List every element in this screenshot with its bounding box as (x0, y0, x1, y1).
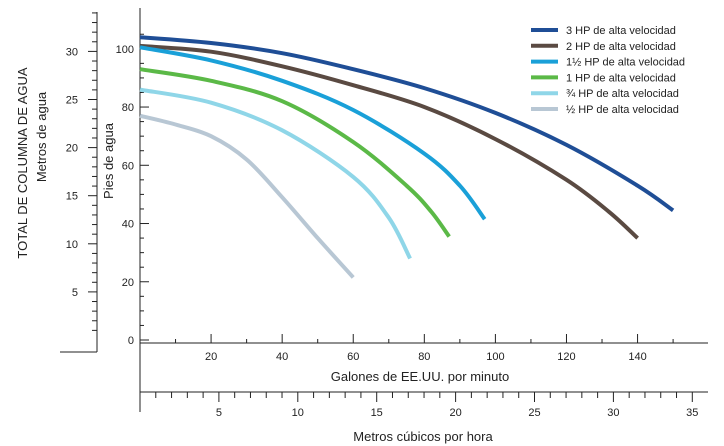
x-secondary-tick-label: 10 (292, 407, 304, 419)
legend-label-6: ½ HP de alta velocidad (566, 104, 679, 116)
series-line-6 (139, 113, 355, 279)
y-secondary-tick-label: 5 (72, 287, 78, 299)
legend-label-3: 1½ HP de alta velocidad (566, 57, 685, 69)
x-secondary-tick-label: 35 (686, 407, 698, 419)
y-secondary-tick-label: 15 (66, 191, 78, 203)
y-secondary-tick-label: 20 (66, 143, 78, 155)
series-line-5 (139, 87, 412, 260)
axes-group: 0 20 40 60 80 100 5 10 15 20 25 30 20 40 60 80 100 120 140… (60, 8, 708, 419)
legend: 3 HP de alta velocidad 2 HP de alta veloc… (531, 25, 685, 116)
series-line-2 (139, 43, 639, 240)
y-primary-tick-label: 80 (122, 102, 134, 114)
x-primary-tick-label: 120 (557, 351, 575, 363)
x-primary-tick-label: 20 (205, 351, 217, 363)
y-primary-tick-label: 40 (122, 219, 134, 231)
legend-label-5: ¾ HP de alta velocidad (566, 88, 679, 100)
y-secondary-axis-title: TOTAL DE COLUMNA DE AGUA (15, 67, 30, 259)
curves-group (139, 35, 675, 279)
x-primary-tick-label: 140 (628, 351, 646, 363)
x-secondary-tick-label: 20 (449, 407, 461, 419)
x-primary-axis-title: Galones de EE.UU. por minuto (331, 369, 509, 384)
series-line-4 (139, 67, 451, 238)
x-primary-tick-label: 40 (276, 351, 288, 363)
series-line-1 (139, 35, 675, 213)
legend-label-2: 2 HP de alta velocidad (566, 41, 676, 53)
y-secondary-tick-label: 10 (66, 239, 78, 251)
legend-label-4: 1 HP de alta velocidad (566, 72, 676, 84)
x-secondary-tick-label: 30 (607, 407, 619, 419)
y-primary-tick-label: 20 (122, 277, 134, 289)
x-primary-tick-label: 80 (418, 351, 430, 363)
y-secondary-tick-label: 30 (66, 46, 78, 58)
series-line-3 (139, 45, 487, 221)
y-primary-tick-label: 100 (116, 44, 134, 56)
y-primary-tick-label: 60 (122, 160, 134, 172)
y-secondary-tick-label: 25 (66, 95, 78, 107)
legend-label-1: 3 HP de alta velocidad (566, 25, 676, 37)
x-secondary-axis-title: Metros cúbicos por hora (353, 429, 493, 444)
y-primary-tick-label: 0 (128, 335, 134, 347)
x-secondary-tick-label: 25 (528, 407, 540, 419)
x-secondary-tick-label: 5 (216, 407, 222, 419)
y-secondary-axis-subtitle: Metros de agua (34, 91, 49, 182)
y-primary-axis-title: Pies de agua (101, 122, 116, 199)
x-secondary-tick-label: 15 (371, 407, 383, 419)
x-primary-tick-label: 60 (347, 351, 359, 363)
x-primary-tick-label: 100 (486, 351, 504, 363)
